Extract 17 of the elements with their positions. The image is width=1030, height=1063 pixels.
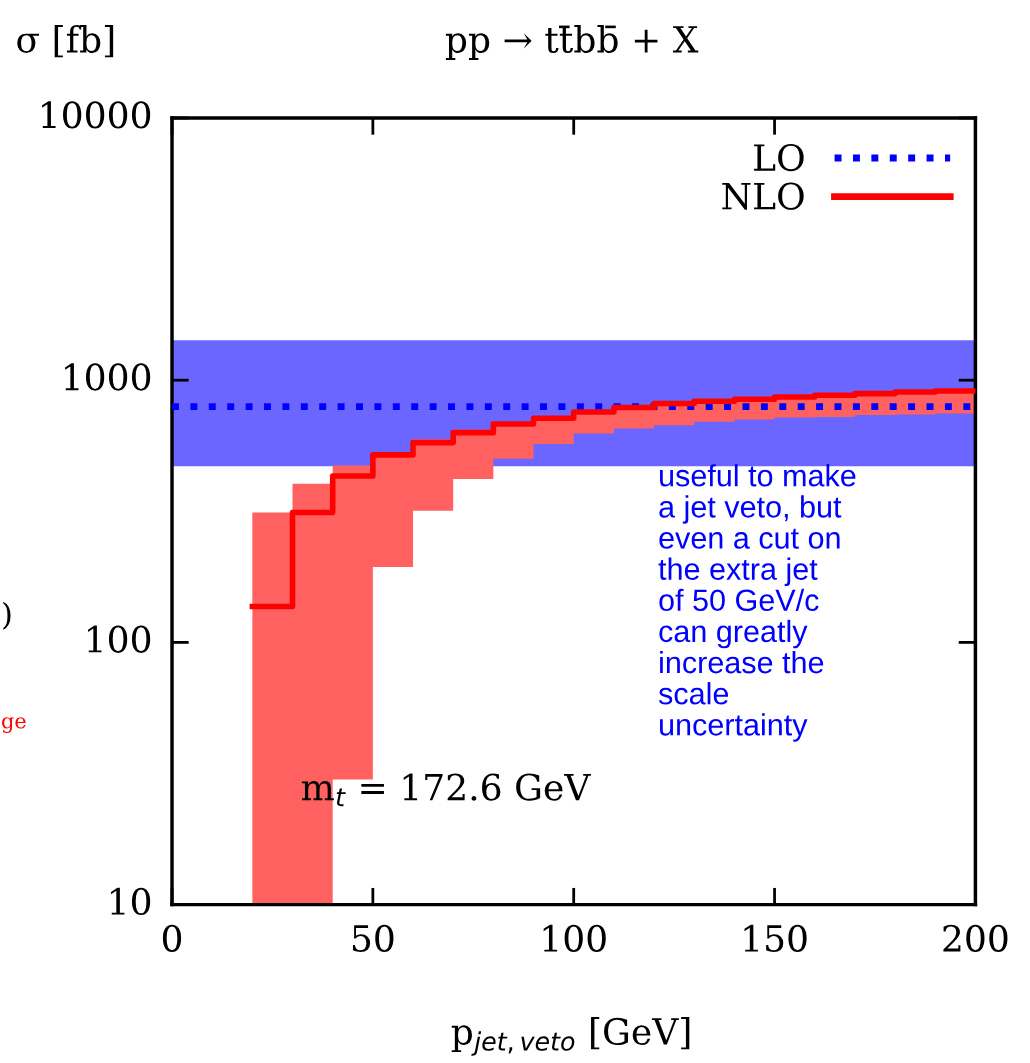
x-tick-label: 50 [352,924,394,953]
chart-title: pp → tt̄bb̄ + X [445,25,699,60]
legend-label: LO [754,143,804,172]
y-tick-label: 10000 [42,101,151,129]
text: ) [3,601,11,630]
y-tick-label: 100 [88,625,151,653]
y-axis-title: σ [fb] [17,25,114,58]
x-tick-label: 200 [943,924,1008,953]
text: ge [2,717,26,733]
y-tick-label: 1000 [65,363,151,391]
x-axis-title: p$_{jet,veto}$ [GeV] [451,1017,690,1056]
x-tick-label: 0 [162,924,182,953]
x-tick-label: 150 [744,924,807,953]
text: useful to make a jet veto, but even a cut on the extra jet of 50 GeV/c can greatly increase the scale uncertainty [658,464,856,742]
y-tick-label: 10 [111,887,151,916]
legend-label: NLO [722,182,804,210]
x-tick-label: 100 [543,924,606,953]
